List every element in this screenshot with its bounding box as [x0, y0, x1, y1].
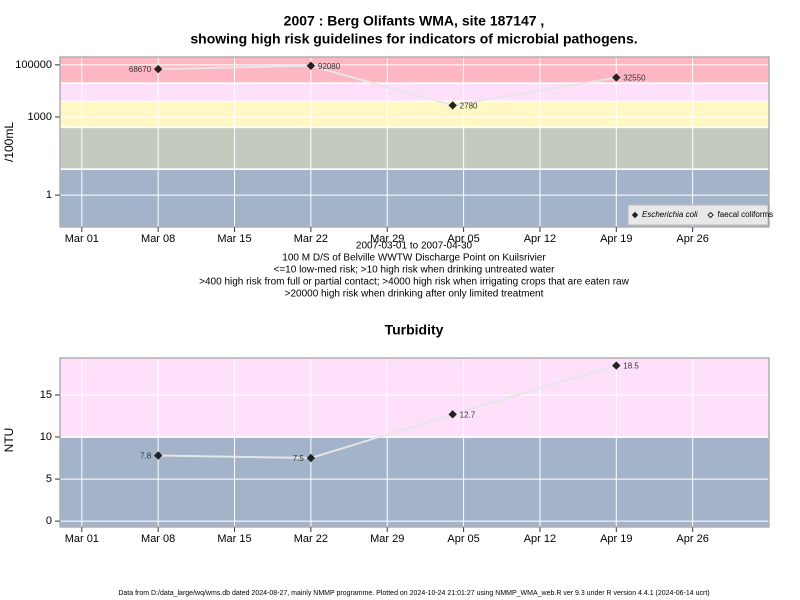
chart-title: 2007 : Berg Olifants WMA, site 187147 ,	[284, 13, 545, 29]
x-tick-label: Apr 05	[447, 233, 479, 245]
x-tick-label: Apr 19	[600, 533, 632, 545]
x-tick-label: Mar 29	[370, 233, 404, 245]
data-point	[612, 361, 621, 370]
plot-frame	[59, 357, 770, 528]
y-axis-label: NTU	[2, 428, 16, 453]
chart-title: showing high risk guidelines for indicat…	[190, 31, 637, 47]
y-tick-label: 1	[46, 189, 52, 201]
x-tick-label: Apr 26	[676, 233, 708, 245]
x-tick-label: Mar 15	[217, 533, 251, 545]
y-tick-label: 1000	[28, 111, 52, 123]
y-tick-label: 0	[46, 515, 52, 527]
data-point	[612, 73, 621, 82]
data-label: 68670	[129, 65, 152, 74]
risk-band	[59, 100, 770, 129]
data-label: 18.5	[623, 362, 639, 371]
subtitle: >20000 high risk when drinking after onl…	[285, 289, 544, 300]
risk-band	[59, 436, 770, 528]
data-point	[153, 64, 163, 74]
x-tick-label: Apr 26	[676, 533, 708, 545]
x-tick-label: Apr 12	[524, 233, 556, 245]
y-tick-label: 5	[46, 473, 52, 485]
x-tick-label: Mar 08	[141, 533, 175, 545]
subtitle: 100 M D/S of Belville WWTW Discharge Poi…	[282, 253, 546, 264]
x-tick-label: Mar 08	[141, 233, 175, 245]
risk-band	[59, 126, 770, 170]
footer: Data from D:/data_large/wq/wms.db dated …	[118, 590, 709, 597]
x-tick-label: Apr 19	[600, 233, 632, 245]
chart-title: Turbidity	[385, 322, 444, 338]
y-tick-label: 15	[40, 389, 52, 401]
x-tick-label: Mar 29	[370, 533, 404, 545]
risk-band	[59, 82, 770, 103]
legend-marker	[707, 211, 714, 219]
data-label: 2780	[460, 102, 478, 111]
legend-label: Escherichia coli	[642, 210, 698, 219]
data-line	[158, 364, 617, 460]
legend-box	[627, 204, 769, 226]
legend: Escherichia coli faecal coliforms	[627, 204, 774, 226]
plot-frame	[59, 56, 770, 228]
subtitle: >400 high risk from full or partial cont…	[199, 277, 629, 288]
y-axis-label: /100mL	[2, 122, 16, 162]
data-line	[158, 64, 617, 107]
subtitle: 2007-03-01 to 2007-04-30	[356, 241, 473, 252]
data-label: 92080	[318, 62, 341, 71]
data-label: 7.8	[140, 452, 152, 461]
y-tick-label: 100000	[15, 59, 52, 71]
x-tick-label: Mar 01	[65, 233, 99, 245]
x-tick-label: Mar 01	[65, 533, 99, 545]
legend-label: faecal coliforms	[718, 210, 774, 219]
x-tick-label: Mar 22	[294, 533, 328, 545]
x-tick-label: Mar 15	[217, 233, 251, 245]
legend-marker	[631, 211, 639, 219]
data-label: 7.5	[293, 454, 305, 463]
data-label: 12.7	[460, 410, 476, 419]
risk-band	[59, 56, 770, 84]
data-point	[306, 453, 316, 463]
data-point	[448, 410, 457, 419]
subtitle: <=10 low-med risk; >10 high risk when dr…	[274, 265, 556, 276]
data-point	[153, 451, 163, 460]
data-label: 32550	[623, 74, 646, 83]
data-point	[448, 101, 457, 110]
y-tick-label: 10	[40, 431, 52, 443]
data-point	[306, 61, 316, 70]
x-tick-label: Mar 22	[294, 233, 328, 245]
x-tick-label: Apr 05	[447, 533, 479, 545]
x-tick-label: Apr 12	[524, 533, 556, 545]
